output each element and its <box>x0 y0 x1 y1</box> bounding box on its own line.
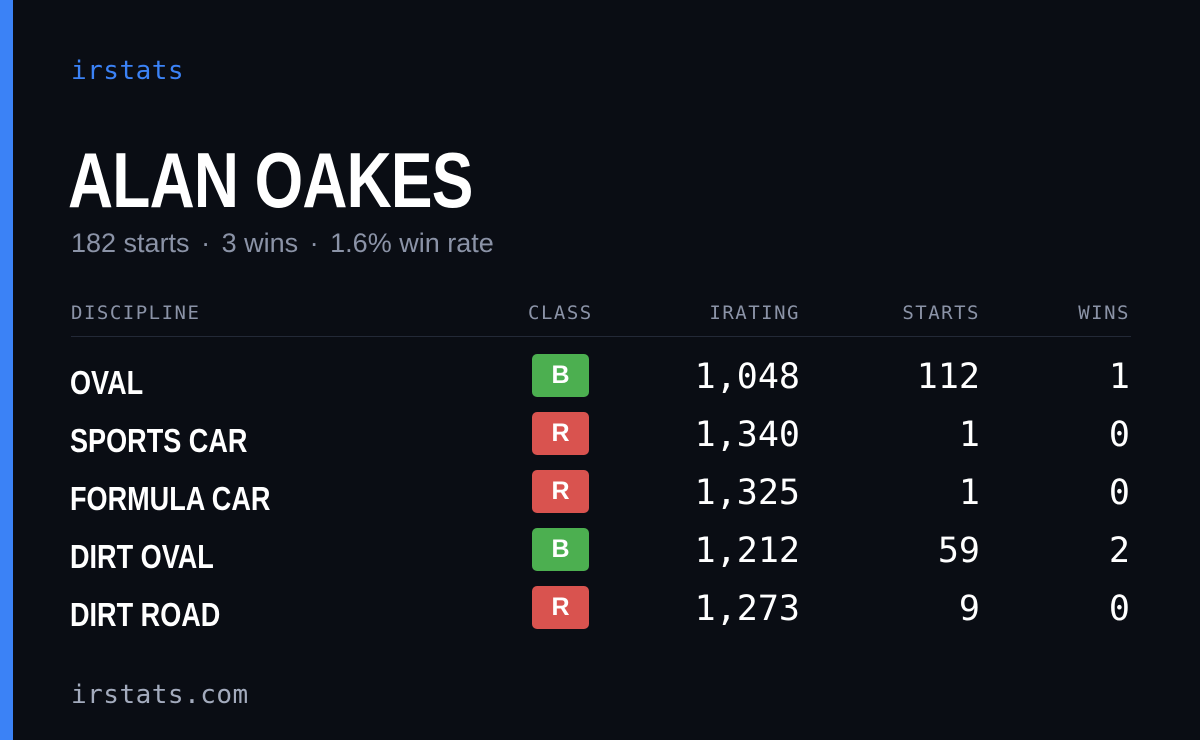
irating-value: 1,340 <box>694 415 800 455</box>
class-badge: R <box>532 412 589 455</box>
irating-value: 1,212 <box>694 531 800 571</box>
wins-value: 0 <box>1108 415 1130 455</box>
win-rate: 1.6% win rate <box>330 228 494 258</box>
class-badge: B <box>532 528 589 571</box>
starts-value: 59 <box>937 531 980 571</box>
summary-separator: · <box>201 228 211 258</box>
class-badge: R <box>532 586 589 629</box>
table-row: SPORTS CAR R 1,340 1 0 <box>0 412 1200 470</box>
table-row: DIRT ROAD R 1,273 9 0 <box>0 586 1200 644</box>
irating-value: 1,325 <box>694 473 800 513</box>
discipline-name: DIRT OVAL <box>70 538 214 575</box>
wins-count: 3 wins <box>221 228 299 258</box>
wins-value: 2 <box>1108 531 1130 571</box>
starts-value: 9 <box>958 589 980 629</box>
wins-value: 1 <box>1108 357 1130 397</box>
wins-value: 0 <box>1108 473 1130 513</box>
table-row: FORMULA CAR R 1,325 1 0 <box>0 470 1200 528</box>
table-row: DIRT OVAL B 1,212 59 2 <box>0 528 1200 586</box>
irating-value: 1,273 <box>694 589 800 629</box>
starts-value: 1 <box>958 473 980 513</box>
header-divider <box>71 336 1131 337</box>
starts-count: 182 starts <box>71 228 190 258</box>
brand-logo-text: irstats <box>71 56 185 86</box>
summary-separator: · <box>309 228 319 258</box>
class-badge: B <box>532 354 589 397</box>
footer-site-link[interactable]: irstats.com <box>71 680 249 710</box>
column-header-irating: IRATING <box>709 302 800 324</box>
irating-value: 1,048 <box>694 357 800 397</box>
discipline-name: SPORTS CAR <box>70 422 248 459</box>
class-badge: R <box>532 470 589 513</box>
discipline-name: DIRT ROAD <box>70 596 221 633</box>
discipline-name: FORMULA CAR <box>70 480 271 517</box>
accent-bar <box>0 0 13 740</box>
starts-value: 1 <box>958 415 980 455</box>
driver-summary: 182 starts · 3 wins · 1.6% win rate <box>71 228 494 259</box>
starts-value: 112 <box>916 357 980 397</box>
driver-name: ALAN OAKES <box>68 136 473 224</box>
column-header-starts: STARTS <box>902 302 980 324</box>
wins-value: 0 <box>1108 589 1130 629</box>
column-header-class: CLASS <box>528 302 593 324</box>
discipline-name: OVAL <box>70 364 144 401</box>
column-header-wins: WINS <box>1078 302 1130 324</box>
column-header-discipline: DISCIPLINE <box>71 302 201 324</box>
table-row: OVAL B 1,048 112 1 <box>0 354 1200 412</box>
